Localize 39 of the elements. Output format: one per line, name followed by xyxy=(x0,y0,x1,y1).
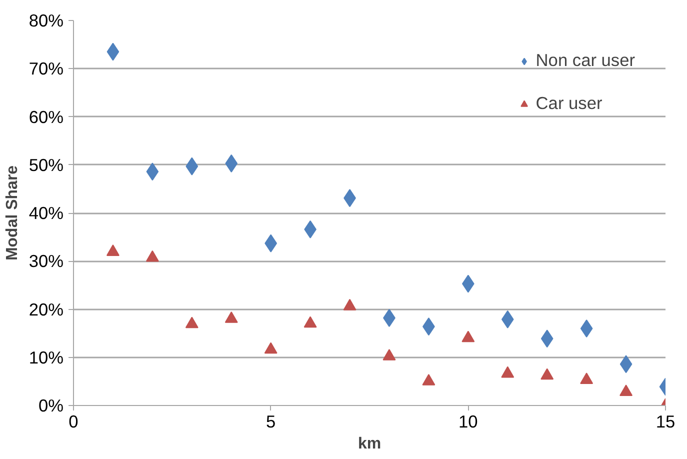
point xyxy=(186,157,198,176)
x-tick-label: 15 xyxy=(656,412,676,432)
y-tick-label: 10% xyxy=(28,347,64,368)
point xyxy=(382,348,396,360)
point xyxy=(304,316,317,328)
point xyxy=(146,250,159,262)
point xyxy=(106,42,120,61)
y-axis-title: Modal Share xyxy=(4,165,21,261)
y-tick-label: 50% xyxy=(28,154,64,175)
x-tick-label: 10 xyxy=(458,412,478,432)
point xyxy=(422,374,436,386)
point xyxy=(343,298,356,310)
point xyxy=(501,310,514,328)
y-tick-label: 70% xyxy=(28,58,64,79)
point xyxy=(620,384,633,396)
point xyxy=(580,372,594,384)
point xyxy=(264,342,278,354)
point xyxy=(462,330,475,342)
y-tick-label: 20% xyxy=(28,299,64,320)
point xyxy=(106,244,120,256)
x-tick-label: 5 xyxy=(266,412,276,432)
point xyxy=(540,368,554,380)
x-tick-label: 0 xyxy=(68,412,78,432)
point xyxy=(620,355,632,374)
point xyxy=(224,311,238,323)
legend-label: Non car user xyxy=(536,50,635,71)
point xyxy=(501,366,514,378)
legend-label: Car user xyxy=(536,93,602,114)
y-tick-label: 40% xyxy=(28,203,64,223)
y-tick-label: 30% xyxy=(28,251,64,272)
point xyxy=(580,320,593,338)
point xyxy=(146,162,159,181)
x-axis-title: km xyxy=(358,436,382,452)
point xyxy=(185,316,198,328)
y-tick-label: 80% xyxy=(28,10,64,30)
point xyxy=(225,154,238,172)
point xyxy=(540,330,554,348)
y-tick-label: 0% xyxy=(38,396,64,416)
y-tick-label: 60% xyxy=(28,106,64,127)
